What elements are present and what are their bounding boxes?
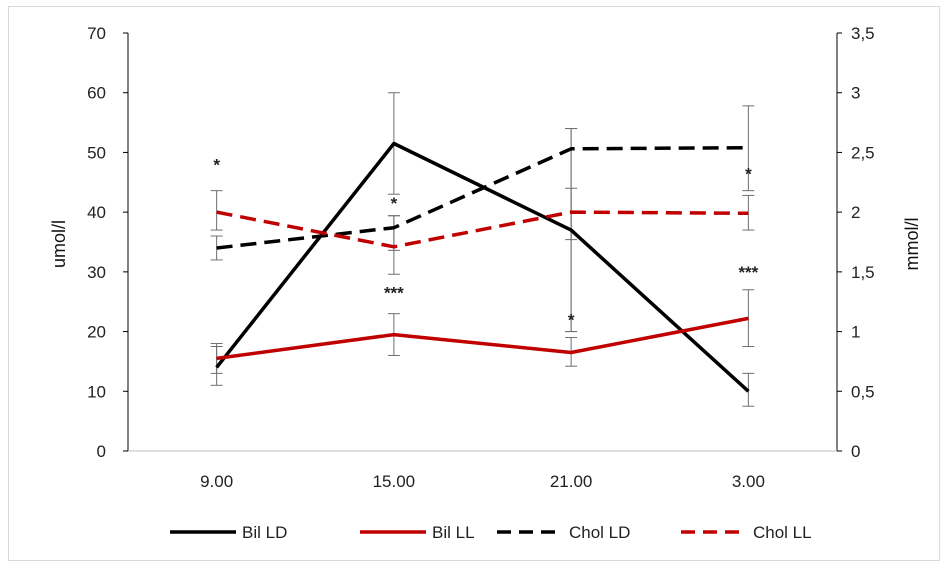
significance-label: * [213,155,220,174]
x-tick-label: 3.00 [732,472,765,491]
significance-label: * [391,194,398,213]
legend-label: Chol LD [569,523,630,542]
y-left-tick-label: 20 [87,323,106,342]
chart-frame [8,6,940,561]
y-right-tick-label: 2,5 [851,143,875,162]
y-left-tick-label: 10 [87,382,106,401]
x-tick-label: 9.00 [200,472,233,491]
y-right-tick-label: 0 [851,442,860,461]
significance-annotations: ********** [213,155,758,329]
series-line-chol-ll [216,210,749,249]
significance-label: *** [738,263,758,282]
legend-label: Bil LD [242,523,287,542]
series-line-chol-ld [216,145,749,250]
y-right-tick-label: 1,5 [851,263,875,282]
y-left-tick-label: 0 [97,442,106,461]
x-tick-label: 21.00 [550,472,593,491]
series-line-bil-ll [216,316,749,361]
y-right-tick-label: 0,5 [851,382,875,401]
chart-axes: 0 10 20 30 40 50 60 70 0 0,5 1 1,5 2 2,5 3 3,5 9.00 15.00… [87,24,875,491]
y-left-tick-label: 70 [87,24,106,43]
y-right-tick-label: 3 [851,84,860,103]
x-tick-label: 15.00 [373,472,416,491]
series-line-bil-ld [215,141,750,393]
y-left-tick-label: 60 [87,84,106,103]
y-left-tick-label: 40 [87,203,106,222]
series-lines [215,141,750,393]
significance-label: *** [384,284,404,303]
y-axis-left-title: umol/l [49,220,69,268]
y-right-tick-label: 3,5 [851,24,875,43]
legend-label: Bil LL [432,523,475,542]
error-bars [210,92,755,407]
y-right-tick-label: 2 [851,203,860,222]
y-left-tick-label: 50 [87,143,106,162]
y-left-tick-label: 30 [87,263,106,282]
y-right-tick-label: 1 [851,323,860,342]
significance-label: * [568,311,575,330]
legend: Bil LD Bil LL Chol LD Chol LL [170,523,812,542]
y-axis-right-title: mmol/l [902,218,922,271]
significance-label: * [745,164,752,183]
legend-label: Chol LL [753,523,812,542]
